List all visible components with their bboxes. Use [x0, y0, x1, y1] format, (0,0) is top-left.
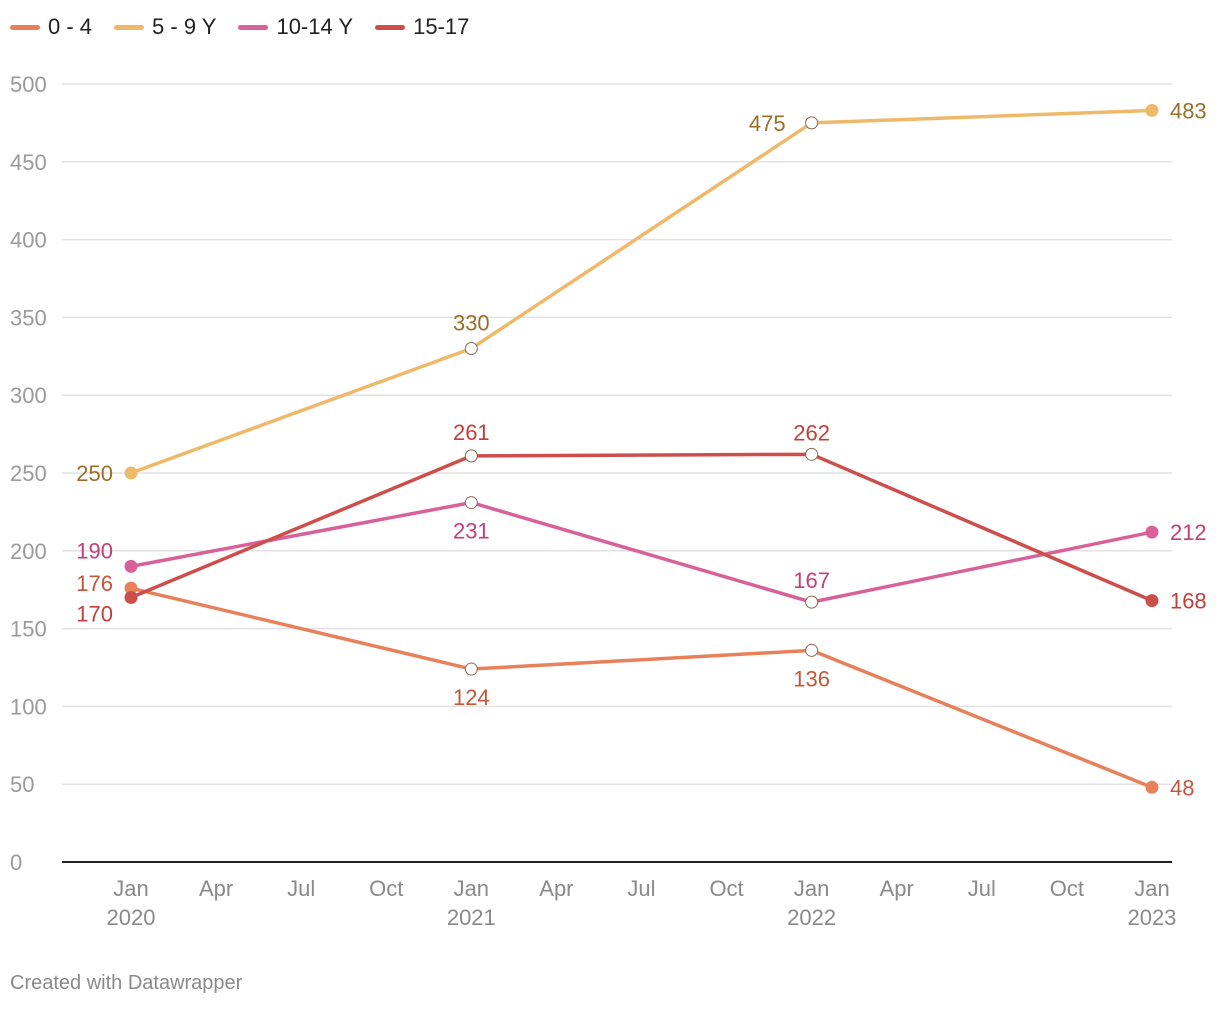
- data-label: 48: [1170, 775, 1194, 800]
- x-tick-label: Jul: [627, 876, 655, 901]
- data-point: [124, 590, 138, 604]
- x-tick-label: 2021: [447, 905, 496, 930]
- x-tick-label: Oct: [709, 876, 743, 901]
- x-tick-label: Apr: [880, 876, 914, 901]
- legend-item: 10-14 Y: [238, 14, 353, 40]
- legend-swatch: [238, 24, 269, 30]
- legend-swatch: [114, 24, 145, 30]
- legend-swatch: [375, 24, 406, 30]
- data-point: [1145, 594, 1159, 608]
- y-tick-label: 50: [10, 772, 34, 797]
- data-label: 262: [793, 420, 830, 445]
- y-tick-label: 400: [10, 228, 47, 253]
- data-label: 190: [76, 538, 113, 563]
- x-tick-label: Jan: [454, 876, 489, 901]
- x-tick-label: 2022: [787, 905, 836, 930]
- data-point: [805, 447, 819, 461]
- data-label: 176: [76, 571, 113, 596]
- x-tick-label: Apr: [539, 876, 573, 901]
- y-tick-label: 350: [10, 305, 47, 330]
- legend-item: 5 - 9 Y: [114, 14, 216, 40]
- series-line: [129, 586, 1154, 790]
- x-tick-label: Jan: [1134, 876, 1169, 901]
- legend-item: 15-17: [375, 14, 469, 40]
- data-label: 124: [453, 685, 490, 710]
- y-tick-label: 0: [10, 850, 22, 875]
- series-line: [129, 452, 1154, 603]
- x-tick-label: Jul: [287, 876, 315, 901]
- x-tick-label: Oct: [369, 876, 403, 901]
- data-label: 136: [793, 666, 830, 691]
- series-line: [129, 108, 1154, 475]
- legend: 0 - 4 5 - 9 Y 10-14 Y 15-17: [10, 14, 469, 40]
- y-tick-label: 200: [10, 539, 47, 564]
- legend-label: 0 - 4: [48, 14, 93, 39]
- x-tick-label: Jul: [968, 876, 996, 901]
- x-tick-label: 2023: [1127, 905, 1176, 930]
- x-tick-label: Jan: [794, 876, 829, 901]
- legend-item: 0 - 4: [10, 14, 92, 40]
- y-tick-label: 250: [10, 461, 47, 486]
- x-tick-label: Oct: [1050, 876, 1084, 901]
- data-point: [464, 662, 478, 676]
- data-point: [464, 496, 478, 510]
- data-label: 250: [76, 461, 113, 486]
- data-point: [124, 466, 138, 480]
- y-tick-label: 300: [10, 383, 47, 408]
- data-point: [805, 643, 819, 657]
- series-line: [129, 500, 1154, 604]
- data-label: 330: [453, 311, 490, 336]
- legend-label: 5 - 9 Y: [152, 14, 217, 39]
- data-label: 170: [76, 601, 113, 626]
- legend-label: 15-17: [413, 14, 470, 39]
- data-point: [1145, 103, 1159, 117]
- data-point: [1145, 780, 1159, 794]
- data-label: 261: [453, 420, 490, 445]
- x-tick-label: 2020: [107, 905, 156, 930]
- y-tick-label: 150: [10, 617, 47, 642]
- y-tick-label: 500: [10, 72, 47, 97]
- data-label: 231: [453, 519, 490, 544]
- data-label: 483: [1170, 98, 1207, 123]
- data-label: 475: [749, 111, 786, 136]
- legend-swatch: [10, 24, 40, 30]
- footer-credit: Created with Datawrapper: [10, 972, 243, 994]
- data-point: [464, 449, 478, 463]
- y-tick-label: 450: [10, 150, 47, 175]
- data-point: [1145, 525, 1159, 539]
- data-point: [464, 342, 478, 356]
- x-tick-label: Jan: [113, 876, 148, 901]
- data-point: [124, 559, 138, 573]
- legend-label: 10-14 Y: [276, 14, 354, 39]
- data-point: [805, 116, 819, 130]
- x-tick-label: Apr: [199, 876, 233, 901]
- data-point: [124, 581, 138, 595]
- data-point: [805, 595, 819, 609]
- data-label: 168: [1170, 589, 1207, 614]
- data-label: 167: [793, 568, 830, 593]
- data-label: 212: [1170, 520, 1207, 545]
- y-tick-label: 100: [10, 694, 47, 719]
